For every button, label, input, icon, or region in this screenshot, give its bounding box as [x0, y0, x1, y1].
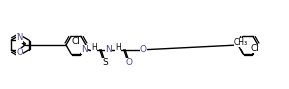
Text: H: H [91, 43, 97, 52]
Text: O: O [16, 48, 23, 57]
Text: S: S [102, 58, 108, 67]
Text: Cl: Cl [251, 44, 260, 53]
Text: N: N [81, 45, 88, 54]
Text: O: O [125, 58, 132, 67]
Text: Cl: Cl [72, 37, 80, 46]
Text: H: H [115, 43, 121, 52]
Text: CH₃: CH₃ [234, 38, 248, 47]
Text: N: N [105, 45, 112, 54]
Text: N: N [16, 33, 23, 43]
Text: O: O [140, 45, 147, 54]
